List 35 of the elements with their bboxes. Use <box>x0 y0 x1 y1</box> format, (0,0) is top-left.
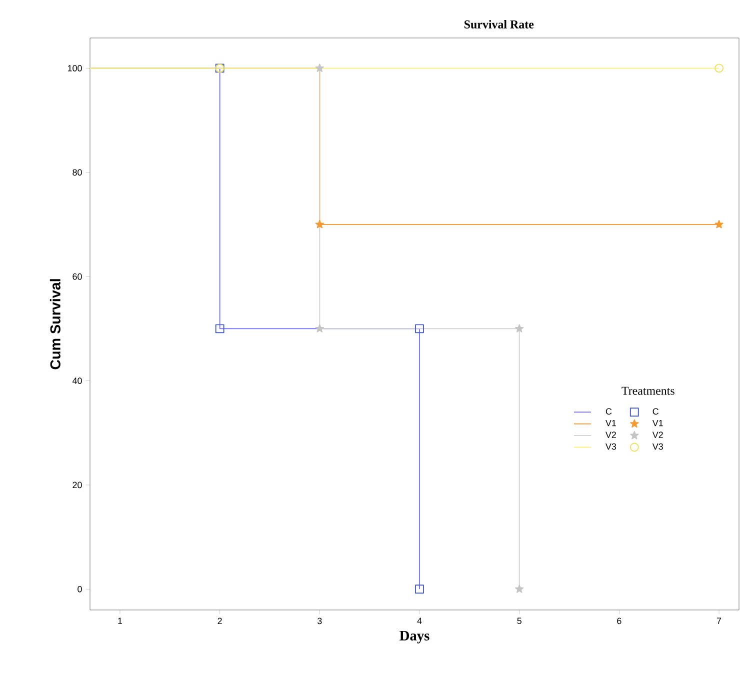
chart-title: Survival Rate <box>464 20 534 28</box>
x-tick-label: 5 <box>517 618 522 624</box>
point <box>415 584 424 594</box>
x-tick-label: 7 <box>716 618 722 624</box>
point <box>315 64 324 72</box>
x-tick-label: 4 <box>417 618 422 624</box>
point <box>315 220 324 228</box>
y-axis-title: Cum Survival <box>50 279 60 370</box>
point <box>415 324 424 334</box>
point <box>315 324 324 332</box>
legend-label: V3 <box>652 443 663 450</box>
legend-label: C <box>606 408 612 415</box>
y-tick-label: 80 <box>72 169 82 176</box>
legend-title: Treatments <box>622 386 674 395</box>
y-tick-label: 20 <box>72 482 82 488</box>
point <box>215 324 224 334</box>
x-tick-label: 6 <box>617 618 622 624</box>
point <box>714 64 724 73</box>
y-tick-label: 0 <box>78 586 82 592</box>
legend-label: V2 <box>652 432 663 438</box>
point <box>714 220 724 228</box>
x-tick-label: 2 <box>218 618 222 624</box>
x-axis-title: Days <box>400 630 430 644</box>
legend-label: V2 <box>606 432 616 438</box>
y-tick-label: 100 <box>68 65 82 72</box>
x-tick-label: 1 <box>118 618 122 624</box>
x-tick-label: 3 <box>318 618 322 624</box>
y-tick-label: 40 <box>72 378 82 384</box>
legend-label: C <box>652 408 659 415</box>
point <box>515 584 524 593</box>
point <box>515 324 524 332</box>
y-tick-label: 60 <box>72 273 82 280</box>
legend-label: V1 <box>606 420 616 426</box>
legend-label: V1 <box>652 420 663 426</box>
legend-label: V3 <box>606 443 616 450</box>
